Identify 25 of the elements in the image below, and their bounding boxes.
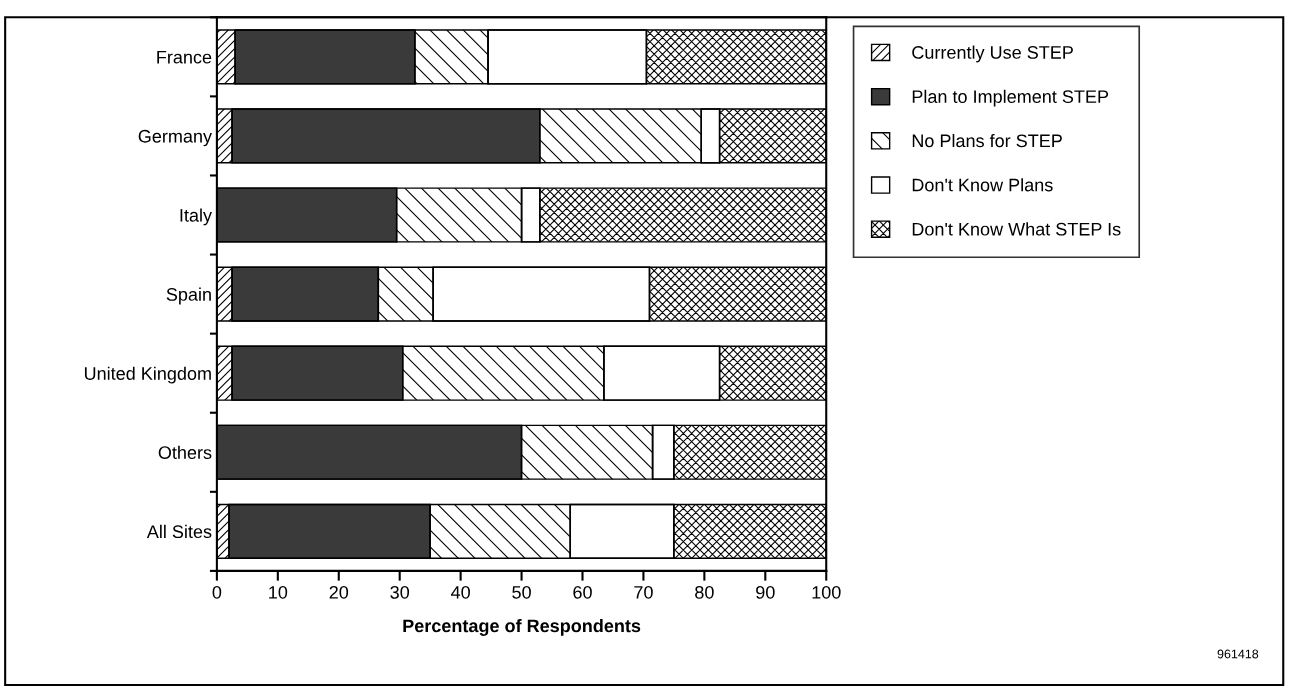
y-tick-label: France [157, 50, 212, 64]
x-tick-label: 60 [573, 585, 592, 599]
y-tick-label: Italy [180, 208, 212, 226]
x-axis-title: Percentage of Respondents [403, 618, 641, 636]
x-tick-label: 40 [451, 585, 470, 599]
x-tick-label: 80 [695, 585, 714, 599]
y-tick-label: Germany [138, 129, 212, 147]
y-tick-label: Others [158, 445, 212, 459]
legend-label: Plan to Implement STEP [912, 89, 1109, 107]
x-tick-label: 100 [812, 585, 841, 599]
legend-label: Currently Use STEP [912, 45, 1073, 63]
legend-label: No Plans for STEP [912, 133, 1062, 148]
legend-label: Don't Know What STEP Is [912, 222, 1121, 236]
y-tick-label: United Kingdom [84, 366, 211, 384]
y-tick-label: Spain [166, 287, 211, 305]
x-tick-label: 30 [390, 585, 410, 599]
legend-label: Don't Know Plans [912, 178, 1053, 192]
x-tick-label: 20 [329, 585, 349, 599]
text: 961418 [1217, 649, 1259, 659]
x-tick-label: 70 [634, 585, 653, 599]
y-tick-label: All Sites [146, 524, 212, 539]
x-tick-label: 10 [269, 585, 288, 599]
x-tick-label: 50 [512, 585, 531, 599]
x-tick-label: 0 [212, 585, 222, 599]
x-tick-label: 90 [756, 585, 775, 599]
